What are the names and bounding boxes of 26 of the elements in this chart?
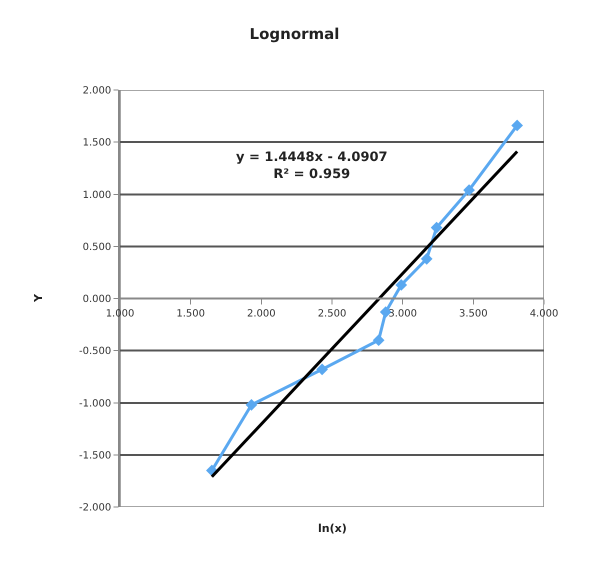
- x-tick-label: 2.500: [318, 308, 346, 320]
- y-tick-label: 0.500: [82, 242, 112, 253]
- point: [372, 334, 384, 346]
- y-tick-label: -0.500: [79, 346, 112, 358]
- x-tick-label: 3.000: [388, 308, 417, 320]
- point: [316, 364, 328, 376]
- point: [420, 253, 433, 265]
- point: [430, 222, 442, 234]
- annotation: y = 1.4448x - 4.0907 R² = 0.959: [236, 150, 388, 182]
- y-axis-title: Y: [32, 293, 45, 303]
- y-tick-label: 1.500: [82, 138, 112, 149]
- x-axis-title: ln(x): [318, 522, 347, 535]
- y-tick-label: 1.000: [82, 190, 112, 201]
- point: [246, 398, 258, 411]
- x-tick-label: 2.000: [247, 308, 276, 320]
- x-tick-label: 3.500: [459, 308, 488, 320]
- point: [511, 120, 523, 132]
- y-tick-label: 0.000: [82, 294, 112, 305]
- chart-title: Lognormal: [250, 25, 340, 44]
- y-tick-label: -1.500: [79, 450, 112, 462]
- y-tick-label: -1.000: [79, 398, 112, 410]
- point: [463, 184, 475, 196]
- x-tick-label: 1.500: [176, 308, 205, 320]
- y-tick-label: 2.000: [82, 86, 112, 96]
- y-tick-label: -2.000: [79, 502, 112, 514]
- point: [395, 279, 408, 291]
